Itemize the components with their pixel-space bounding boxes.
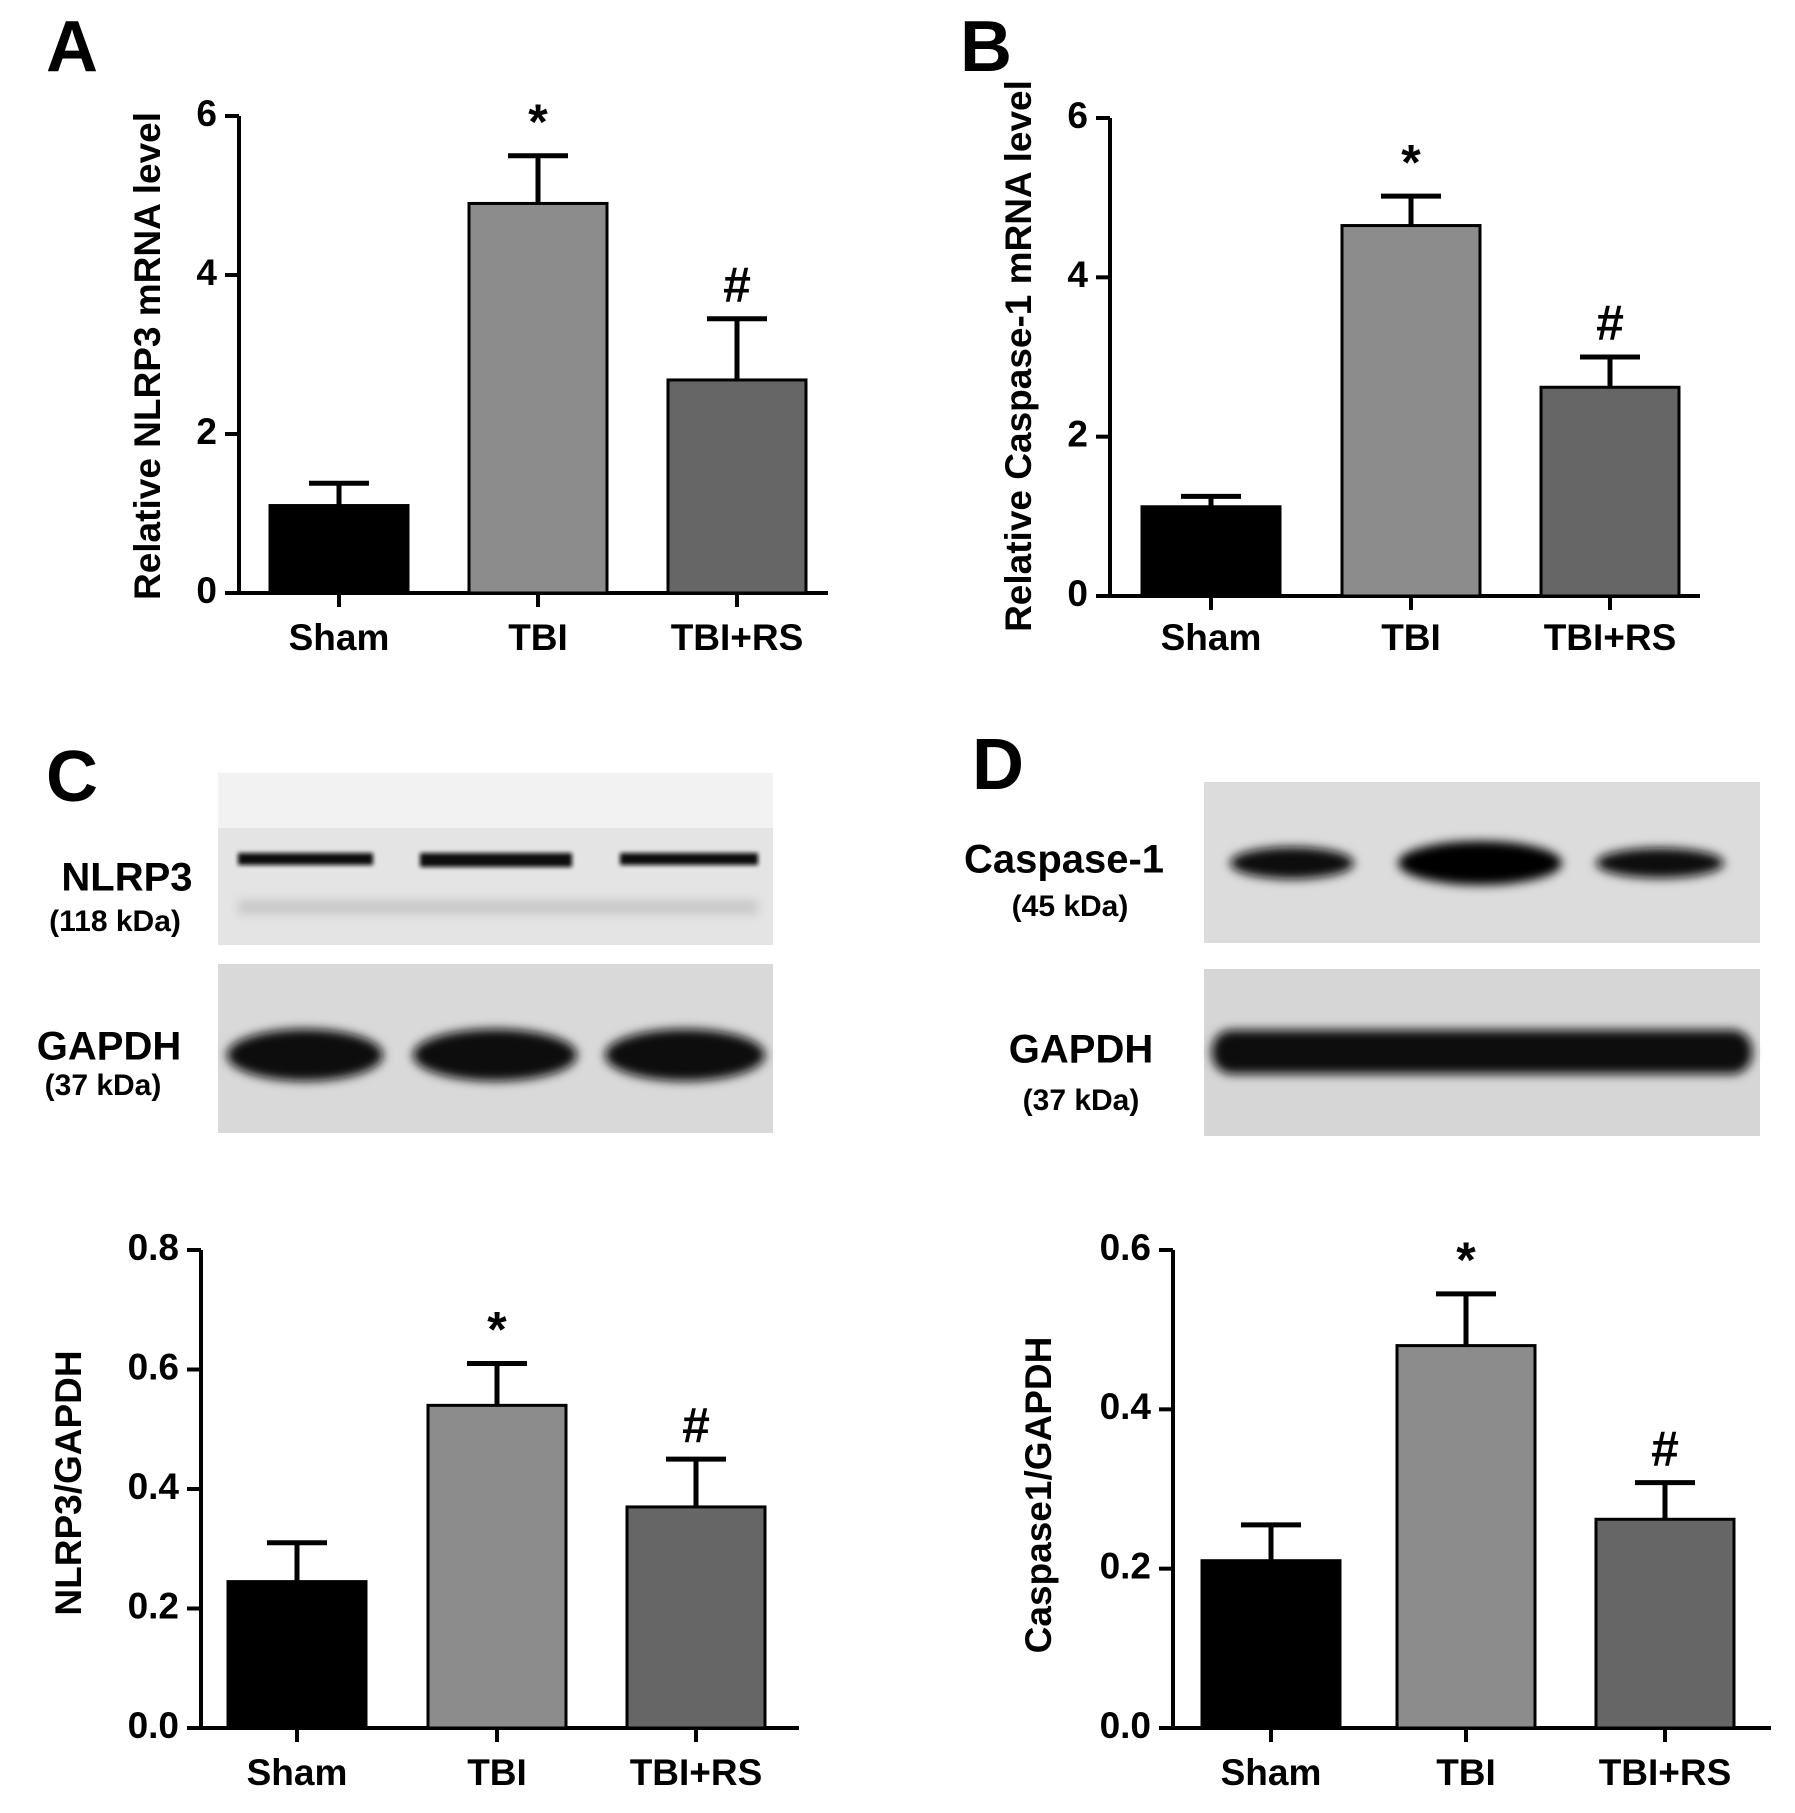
blot-label: NLRP3 [61, 856, 192, 900]
y-tick-label: 0.8 [128, 1227, 179, 1268]
blot-size: (37 kDa) [1023, 1084, 1140, 1117]
y-tick-label: 0.6 [1100, 1227, 1151, 1268]
y-tick-label: 0 [196, 570, 217, 611]
y-tick-label: 2 [1067, 413, 1088, 454]
bar [1140, 505, 1282, 598]
x-tick-label: TBI+RS [671, 617, 804, 658]
blot-size: (37 kDa) [45, 1069, 162, 1102]
bar [666, 378, 808, 595]
x-tick-label: TBI [1436, 1752, 1496, 1793]
bar [1200, 1559, 1342, 1730]
panel-letter: D [972, 725, 1024, 805]
bar [1539, 385, 1681, 598]
blot-label: GAPDH [37, 1025, 181, 1069]
bar [426, 1403, 568, 1730]
x-tick-label: Sham [247, 1752, 348, 1793]
significance-marker: * [1456, 1232, 1476, 1288]
blot-label: Caspase-1 [964, 838, 1164, 882]
x-tick-label: TBI+RS [1599, 1752, 1732, 1793]
bar [268, 504, 410, 595]
y-tick-label: 4 [1067, 254, 1088, 295]
panel-letter: A [46, 7, 98, 87]
y-tick-label: 6 [196, 93, 217, 134]
x-tick-label: Sham [289, 617, 390, 658]
significance-marker: * [1401, 134, 1421, 190]
bar [1340, 224, 1482, 598]
x-tick-label: TBI+RS [1544, 617, 1677, 658]
significance-marker: # [723, 257, 751, 313]
x-tick-label: TBI [467, 1752, 527, 1793]
significance-marker: # [682, 1397, 710, 1453]
y-tick-label: 4 [196, 252, 217, 293]
y-tick-label: 2 [196, 411, 217, 452]
y-axis-label: Relative Caspase-1 mRNA level [998, 80, 1039, 632]
significance-marker: * [528, 94, 548, 150]
x-tick-label: Sham [1161, 617, 1262, 658]
y-tick-label: 0.4 [1100, 1386, 1152, 1427]
significance-marker: # [1596, 295, 1624, 351]
y-tick-label: 0.0 [128, 1705, 179, 1746]
y-tick-label: 0.2 [1100, 1545, 1151, 1586]
blot-nlrp3 [218, 773, 773, 945]
y-tick-label: 0.2 [128, 1585, 179, 1626]
panel-letter: B [960, 7, 1012, 87]
y-tick-label: 6 [1067, 95, 1088, 136]
x-tick-label: TBI [1381, 617, 1441, 658]
x-tick-label: TBI+RS [630, 1752, 763, 1793]
y-tick-label: 0 [1067, 573, 1088, 614]
bar [1395, 1344, 1537, 1730]
bar [1594, 1517, 1736, 1730]
blot-gapdh [218, 964, 773, 1133]
bar [226, 1580, 368, 1730]
y-tick-label: 0.6 [128, 1346, 179, 1387]
x-tick-label: Sham [1221, 1752, 1322, 1793]
y-tick-label: 0.0 [1100, 1705, 1151, 1746]
blot-caspase1 [1204, 782, 1760, 943]
x-tick-label: TBI [508, 617, 568, 658]
blot-size: (118 kDa) [49, 905, 181, 938]
bar [625, 1505, 767, 1730]
y-axis-label: Caspase1/GAPDH [1018, 1337, 1059, 1654]
blot-size: (45 kDa) [1012, 890, 1129, 923]
bar [467, 201, 609, 595]
y-axis-label: Relative NLRP3 mRNA level [127, 112, 168, 600]
y-tick-label: 0.4 [128, 1466, 180, 1507]
significance-marker: * [487, 1302, 507, 1358]
y-axis-label: NLRP3/GAPDH [48, 1350, 89, 1615]
significance-marker: # [1651, 1421, 1679, 1477]
panel-letter: C [46, 737, 98, 817]
blot-label: GAPDH [1009, 1028, 1153, 1072]
blot-gapdh [1204, 969, 1760, 1136]
